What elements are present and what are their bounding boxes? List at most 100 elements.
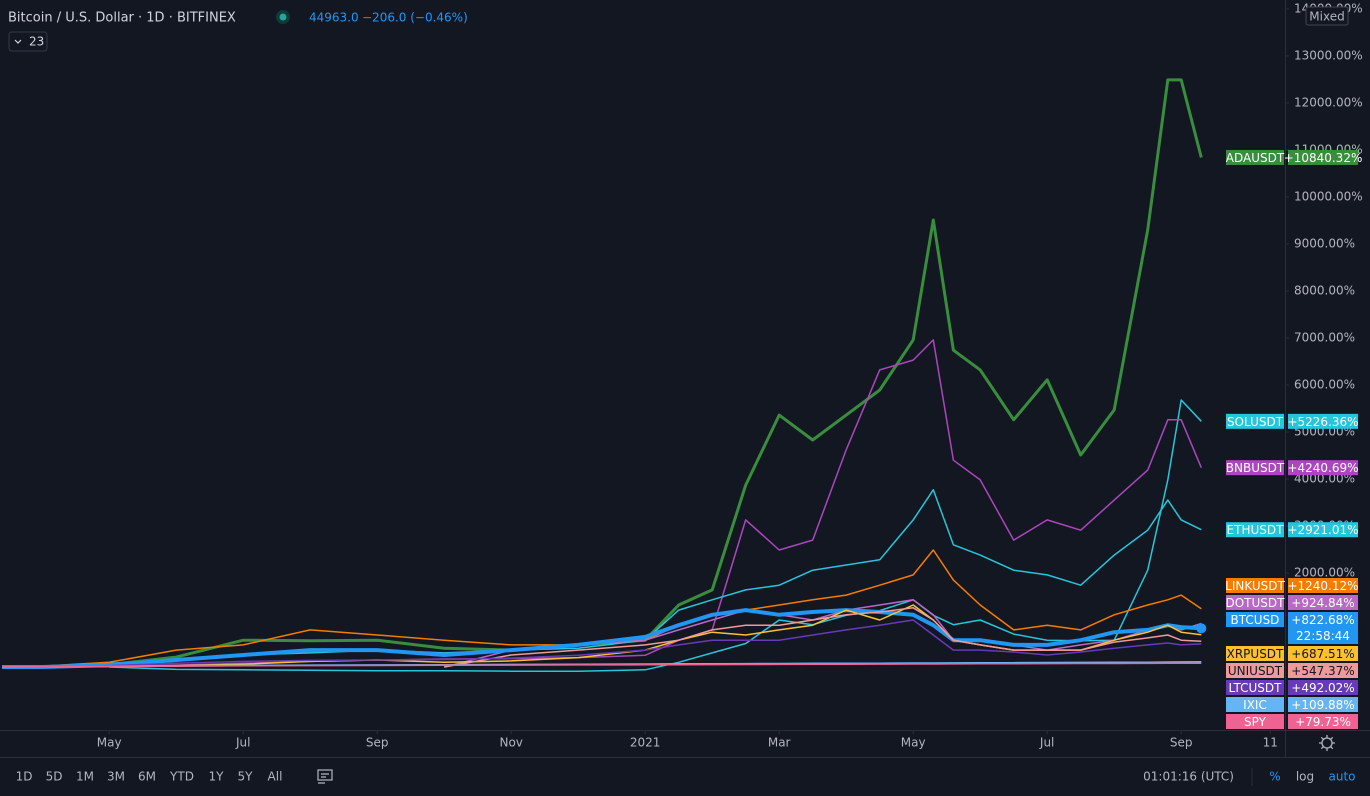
- legend-name: ADAUSDT: [1226, 151, 1285, 165]
- status-dot: [279, 13, 287, 21]
- auto-toggle[interactable]: auto: [1328, 770, 1355, 784]
- range-button[interactable]: 6M: [138, 770, 156, 784]
- value-tag: [1288, 680, 1358, 695]
- legend-name: IXIC: [1243, 698, 1267, 712]
- value-tag: [1288, 697, 1358, 712]
- y-tick-label: 2000.00%: [1294, 566, 1355, 580]
- value-tag: [1288, 522, 1358, 538]
- range-button[interactable]: YTD: [169, 770, 194, 784]
- y-tick-label: 9000.00%: [1294, 236, 1355, 250]
- x-tick-label: Jul: [235, 736, 250, 750]
- y-tick-label: 13000.00%: [1294, 48, 1363, 62]
- legend-name: LTCUSDT: [1228, 681, 1282, 695]
- legend-name: XRPUSDT: [1227, 647, 1284, 661]
- last-point: [1196, 623, 1207, 634]
- x-tick-label: Jul: [1039, 736, 1054, 750]
- value-tag: [1288, 714, 1358, 729]
- value-label: +822.68%: [1291, 613, 1354, 627]
- series-label: SOLUSDT +5226.36%: [1226, 413, 1359, 429]
- series-line: [2, 78, 1203, 669]
- mode-label: Mixed: [1309, 10, 1344, 24]
- value-tag: [1288, 460, 1358, 476]
- symbol-title: Bitcoin / U.S. Dollar · 1D · BITFINEX: [8, 11, 236, 26]
- mode-box: [1305, 6, 1349, 26]
- range-button[interactable]: 5Y: [238, 770, 254, 784]
- icon-lines: [318, 773, 329, 784]
- series-label: XRPUSDT +687.51%: [1226, 646, 1358, 661]
- series-line: [2, 619, 1202, 668]
- legend-name: SPY: [1244, 715, 1267, 729]
- series-line: [2, 608, 1202, 669]
- series-label: DOTUSDT +924.84%: [1226, 595, 1358, 610]
- series-label: UNIUSDT +547.37%: [1226, 663, 1358, 678]
- x-tick-label: Nov: [499, 736, 522, 750]
- name-tag: [1226, 578, 1284, 593]
- y-tick-label: 8000.00%: [1294, 283, 1355, 297]
- series-label: LTCUSDT +492.02%: [1226, 680, 1358, 695]
- value-label: +10840.32%: [1284, 151, 1363, 165]
- bottom-toolbar: 1D 5D 1M 3M 6M YTD 1Y 5Y All 01:01:16 (UTC)% log au…: [16, 768, 1356, 786]
- range-button[interactable]: 5D: [46, 770, 63, 784]
- range-button[interactable]: 3M: [107, 770, 125, 784]
- value-tag: [1288, 149, 1358, 165]
- indicators-toggle[interactable]: [8, 31, 48, 52]
- x-tick-label: May: [97, 736, 122, 750]
- range-button[interactable]: 1Y: [209, 770, 225, 784]
- name-tag: [1226, 612, 1284, 627]
- legend-name: ETHUSDT: [1227, 523, 1285, 537]
- plot-area: [1, 78, 1207, 672]
- series-label: IXIC +109.88%: [1226, 697, 1358, 712]
- value-label: +1240.12%: [1287, 579, 1358, 593]
- value-tag: [1288, 413, 1358, 429]
- indicator-count: 23: [29, 35, 44, 49]
- value-label: +687.51%: [1291, 647, 1354, 661]
- series-label: BTCUSD +822.68% 22:58:44: [1226, 612, 1358, 644]
- value-tag: [1288, 663, 1358, 678]
- last-price: 44963.0: [309, 11, 359, 25]
- range-button[interactable]: 1M: [76, 770, 94, 784]
- series-line: [1, 662, 1202, 668]
- percent-toggle[interactable]: %: [1269, 770, 1280, 784]
- name-tag: [1226, 149, 1284, 165]
- name-tag: [1226, 595, 1284, 610]
- gear-icon[interactable]: [1319, 735, 1335, 751]
- name-tag: [1226, 460, 1284, 476]
- compare-icon[interactable]: [317, 769, 333, 784]
- value-label: +2921.01%: [1287, 523, 1358, 537]
- series-line: [444, 607, 1202, 668]
- x-tick-label: 11: [1263, 736, 1278, 750]
- log-toggle[interactable]: log: [1296, 770, 1314, 784]
- value-label: +924.84%: [1291, 596, 1354, 610]
- legend-name: LINKUSDT: [1225, 579, 1285, 593]
- series-label: BNBUSDT +4240.69%: [1226, 460, 1359, 476]
- name-tag: [1226, 714, 1284, 729]
- name-tag: [1226, 697, 1284, 712]
- value-label: +109.88%: [1291, 698, 1354, 712]
- name-tag: [1226, 522, 1284, 538]
- value-label: +547.37%: [1291, 664, 1354, 678]
- price-change: −206.0 (−0.46%): [362, 11, 468, 25]
- name-tag: [1226, 663, 1284, 678]
- value-tag: [1288, 595, 1358, 610]
- range-button[interactable]: 1D: [16, 770, 33, 784]
- name-tag: [1226, 680, 1284, 695]
- series-label: ADAUSDT +10840.32%: [1226, 149, 1363, 165]
- value-label: +492.02%: [1291, 681, 1354, 695]
- range-button[interactable]: All: [268, 770, 283, 784]
- x-tick-label: May: [901, 736, 926, 750]
- value-label: +4240.69%: [1287, 461, 1358, 475]
- y-tick-label: 7000.00%: [1294, 330, 1355, 344]
- y-tick-label: 10000.00%: [1294, 189, 1363, 203]
- gear-teeth: [1319, 735, 1335, 751]
- icon-frame: [317, 769, 333, 781]
- value-label: +79.73%: [1295, 715, 1351, 729]
- scale-mode[interactable]: Mixed: [1305, 6, 1349, 26]
- x-tick-label: Mar: [768, 736, 791, 750]
- name-tag: [1226, 413, 1284, 429]
- value-tag: [1288, 612, 1358, 644]
- legend-name: DOTUSDT: [1226, 596, 1286, 610]
- legend-name: BNBUSDT: [1226, 461, 1285, 475]
- series-label: ETHUSDT +2921.01%: [1226, 522, 1359, 538]
